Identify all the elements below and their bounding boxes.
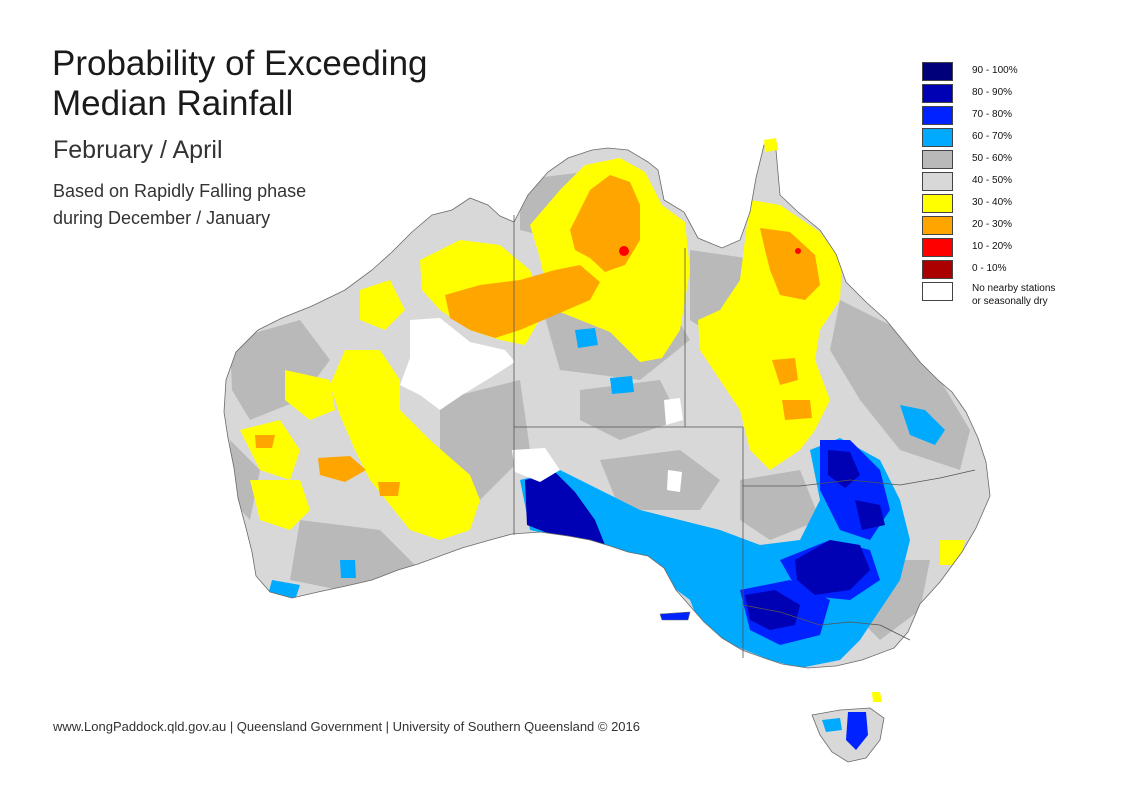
- zone-80-90: [855, 500, 885, 530]
- zone-80-90: [828, 450, 860, 488]
- legend-label: 80 - 90%: [972, 87, 1013, 98]
- zone-70-80: [846, 712, 868, 750]
- zone-no-data: [512, 448, 560, 482]
- map-description: Based on Rapidly Falling phase during De…: [53, 178, 306, 232]
- legend-label: 90 - 100%: [972, 65, 1018, 76]
- legend-swatch: [922, 84, 953, 103]
- zone-20-30: [772, 358, 798, 385]
- zone-50-60: [740, 470, 820, 540]
- zone-50-60: [600, 450, 720, 510]
- mainland: [223, 144, 991, 669]
- zone-60-70: [575, 328, 598, 348]
- legend-label: No nearby stations or seasonally dry: [972, 282, 1092, 308]
- legend-swatch: [922, 172, 953, 191]
- zone-60-70: [610, 376, 634, 394]
- legend-swatch: [922, 260, 953, 279]
- zone-30-40: [330, 350, 480, 540]
- zone-no-data: [664, 398, 683, 425]
- legend-swatch: [922, 106, 953, 125]
- description-line-2: during December / January: [53, 208, 271, 228]
- zone-20-30: [318, 456, 366, 482]
- legend-swatch: [922, 238, 953, 257]
- zone-20-30: [760, 228, 820, 300]
- zone-20-30: [255, 435, 275, 448]
- footer-credits: www.LongPaddock.qld.gov.au | Queensland …: [53, 719, 640, 734]
- state-borders: [513, 215, 976, 658]
- zone-10-20: [619, 246, 629, 256]
- zone-10-20: [795, 248, 801, 254]
- legend-swatch: [922, 128, 953, 147]
- legend-label: 70 - 80%: [972, 109, 1013, 120]
- legend-swatch: [922, 282, 953, 301]
- legend-label: 60 - 70%: [972, 131, 1013, 142]
- zone-no-data: [667, 470, 682, 492]
- legend-label: 20 - 30%: [972, 219, 1013, 230]
- zone-50-60: [580, 380, 680, 440]
- zone-60-70: [900, 405, 945, 445]
- zone-80-90: [795, 540, 870, 595]
- zone-50-60: [290, 520, 420, 590]
- zone-30-40: [285, 370, 335, 420]
- no-data-line-1: No nearby stations: [972, 283, 1056, 294]
- legend-swatch: [922, 194, 953, 213]
- zone-60-70: [340, 560, 356, 578]
- zone-80-90: [525, 472, 605, 545]
- legend-swatch: [922, 150, 953, 169]
- zone-50-60: [230, 320, 330, 420]
- legend-swatch: [922, 216, 953, 235]
- map-subtitle: February / April: [53, 136, 223, 164]
- zone-30-40: [360, 280, 405, 330]
- map-title: Probability of Exceeding Median Rainfall: [52, 44, 428, 124]
- zone-no-data: [400, 318, 515, 410]
- zone-80-90: [745, 590, 800, 630]
- description-line-1: Based on Rapidly Falling phase: [53, 181, 307, 201]
- legend-swatch: [922, 62, 953, 81]
- zone-20-30: [445, 265, 600, 338]
- tasmania: [811, 692, 885, 763]
- legend-label: 40 - 50%: [972, 175, 1013, 186]
- legend-label: 0 - 10%: [972, 263, 1007, 274]
- zone-30-40: [872, 692, 882, 702]
- zone-30-40: [250, 480, 310, 530]
- legend-label: 10 - 20%: [972, 241, 1013, 252]
- kangaroo-island: [659, 611, 691, 621]
- no-data-line-2: or seasonally dry: [972, 296, 1048, 307]
- title-line-1: Probability of Exceeding: [52, 44, 428, 83]
- title-line-2: Median Rainfall: [52, 84, 294, 123]
- zone-20-30: [782, 400, 812, 420]
- legend-label: 50 - 60%: [972, 153, 1013, 164]
- zone-20-30: [378, 482, 400, 496]
- zone-60-70: [822, 718, 842, 732]
- cape-york-tip: [764, 138, 778, 152]
- legend-label: 30 - 40%: [972, 197, 1013, 208]
